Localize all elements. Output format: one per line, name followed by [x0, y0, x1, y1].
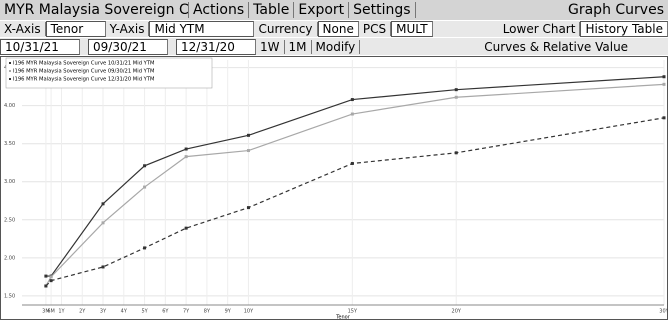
x-tick-label: 6Y — [162, 309, 169, 315]
x-tick-label: 9Y — [225, 309, 232, 315]
legend-entry: I196 MYR Malaysia Sovereign Curve 12/31/… — [13, 77, 154, 83]
x-tick-label: 3Y — [100, 309, 107, 315]
x-tick-label: 4Y — [121, 309, 128, 315]
legend-entry: I196 MYR Malaysia Sovereign Curve 10/31/… — [13, 61, 154, 67]
point — [49, 275, 53, 279]
label: PCS — [359, 22, 392, 36]
point — [143, 164, 147, 168]
title: MYR Malaysia Sovereign Cu — [0, 2, 189, 18]
dropdown[interactable]: None — [317, 21, 359, 37]
menu[interactable]: Table — [249, 2, 295, 18]
x-tick-label: 30Y — [659, 309, 668, 315]
point — [454, 95, 458, 99]
point — [662, 116, 666, 120]
section-label: Curves & Relative Value — [484, 39, 629, 54]
x-tick-label: 2Y — [79, 309, 86, 315]
point — [350, 161, 354, 165]
curve — [45, 117, 665, 287]
legend-swatch — [9, 62, 11, 64]
button[interactable]: 1W — [256, 39, 285, 54]
point — [246, 149, 250, 153]
x-tick-label: 1Y — [58, 309, 65, 315]
label: X-Axis — [0, 22, 46, 36]
point — [101, 202, 105, 206]
point — [662, 82, 666, 86]
x-tick-label: 3M — [42, 309, 50, 315]
x-tick-label: 5Y — [141, 309, 148, 315]
menu[interactable]: Actions — [189, 2, 250, 18]
label: Currency — [254, 22, 318, 36]
point — [49, 279, 53, 283]
dropdown[interactable]: MULT — [391, 21, 433, 37]
x-tick-label: 6M — [47, 309, 55, 315]
point — [662, 75, 666, 79]
axis-bar: X-Axis Tenor Y-Axis Mid YTM Currency Non… — [0, 21, 668, 37]
y-tick-label: 1.50 — [4, 293, 15, 299]
point — [454, 88, 458, 92]
x-tick-label: 15Y — [348, 309, 358, 315]
dropdown[interactable]: Mid YTM — [149, 21, 255, 37]
point — [350, 98, 354, 102]
y-tick-label: 3.00 — [4, 179, 15, 185]
x-tick-label: 7Y — [183, 309, 190, 315]
point — [184, 147, 188, 151]
point — [184, 226, 188, 230]
y-tick-label: 2.50 — [4, 217, 15, 223]
date[interactable]: 12/31/20 — [176, 38, 256, 55]
point — [101, 265, 105, 269]
point — [246, 133, 250, 137]
chart: 1.502.002.503.003.504.004.503M6M1Y2Y3Y4Y… — [0, 56, 668, 320]
point — [44, 274, 48, 278]
button[interactable]: 1M — [285, 39, 312, 54]
x-tick-label: 20Y — [452, 309, 462, 315]
title-bar: MYR Malaysia Sovereign Cu Actions Table … — [0, 0, 668, 20]
point — [246, 206, 250, 210]
x-tick-label: 8Y — [204, 309, 211, 315]
button[interactable]: Modify — [312, 39, 361, 54]
point — [454, 151, 458, 155]
menu[interactable]: Export — [294, 2, 350, 18]
chart-frame — [0, 56, 668, 320]
menu[interactable]: Settings — [349, 2, 416, 18]
point — [101, 221, 105, 225]
legend-swatch — [9, 78, 11, 80]
point — [184, 155, 188, 159]
legend-entry: I196 MYR Malaysia Sovereign Curve 09/30/… — [13, 69, 154, 75]
date[interactable]: 09/30/21 — [88, 38, 168, 55]
label: Y-Axis — [106, 22, 150, 36]
legend — [5, 57, 213, 89]
y-tick-label: 3.50 — [4, 141, 15, 147]
graph-button[interactable]: Graph Curves — [568, 2, 664, 18]
dropdown[interactable]: Tenor — [45, 21, 106, 37]
date[interactable]: 10/31/21 — [0, 38, 80, 55]
point — [350, 112, 354, 116]
point — [143, 185, 147, 189]
point — [44, 284, 48, 288]
legend-swatch — [9, 70, 11, 72]
label: Lower Chart — [499, 22, 581, 36]
x-axis-title: Tenor — [335, 315, 351, 320]
y-tick-label: 2.00 — [4, 255, 15, 261]
date-bar: 10/31/21 09/30/21 12/31/20 1W 1M Modify … — [0, 38, 668, 55]
dropdown[interactable]: History Table — [580, 21, 668, 37]
point — [143, 246, 147, 250]
y-tick-label: 4.00 — [4, 103, 15, 109]
x-tick-label: 10Y — [244, 309, 254, 315]
